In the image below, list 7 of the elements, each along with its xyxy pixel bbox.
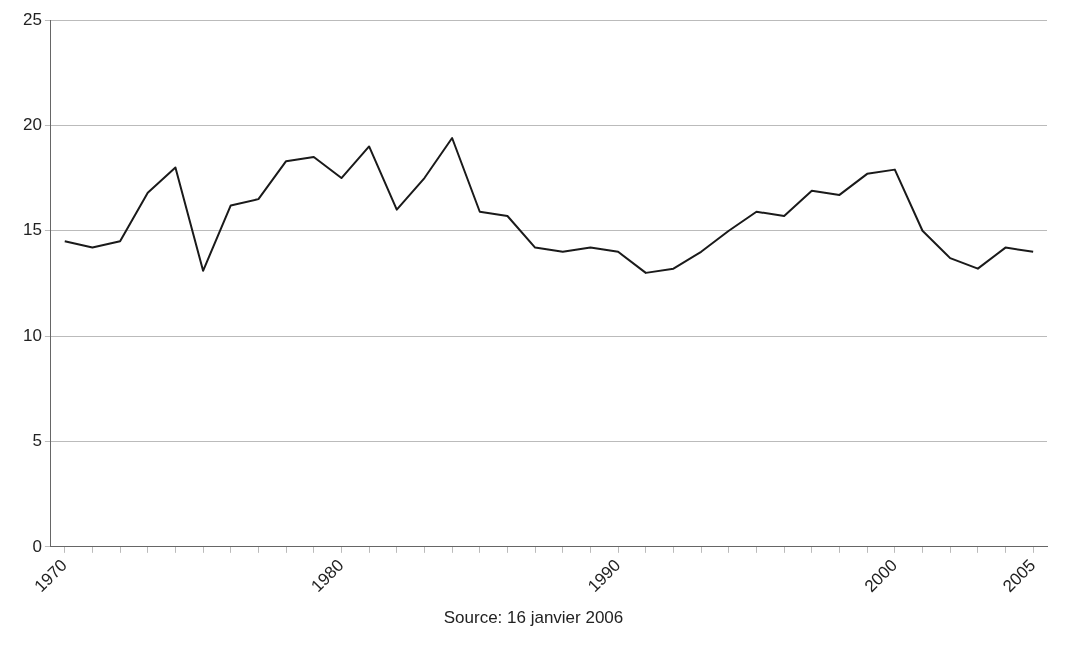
source-note: Source: 16 janvier 2006 [442, 608, 625, 628]
y-tick-label: 20 [22, 115, 42, 135]
y-tick-label: 5 [32, 431, 42, 451]
y-tick-label: 25 [22, 9, 42, 29]
y-tick-label: 15 [22, 220, 42, 240]
y-tick-label: 10 [22, 325, 42, 345]
y-tick-label: 0 [32, 536, 42, 556]
